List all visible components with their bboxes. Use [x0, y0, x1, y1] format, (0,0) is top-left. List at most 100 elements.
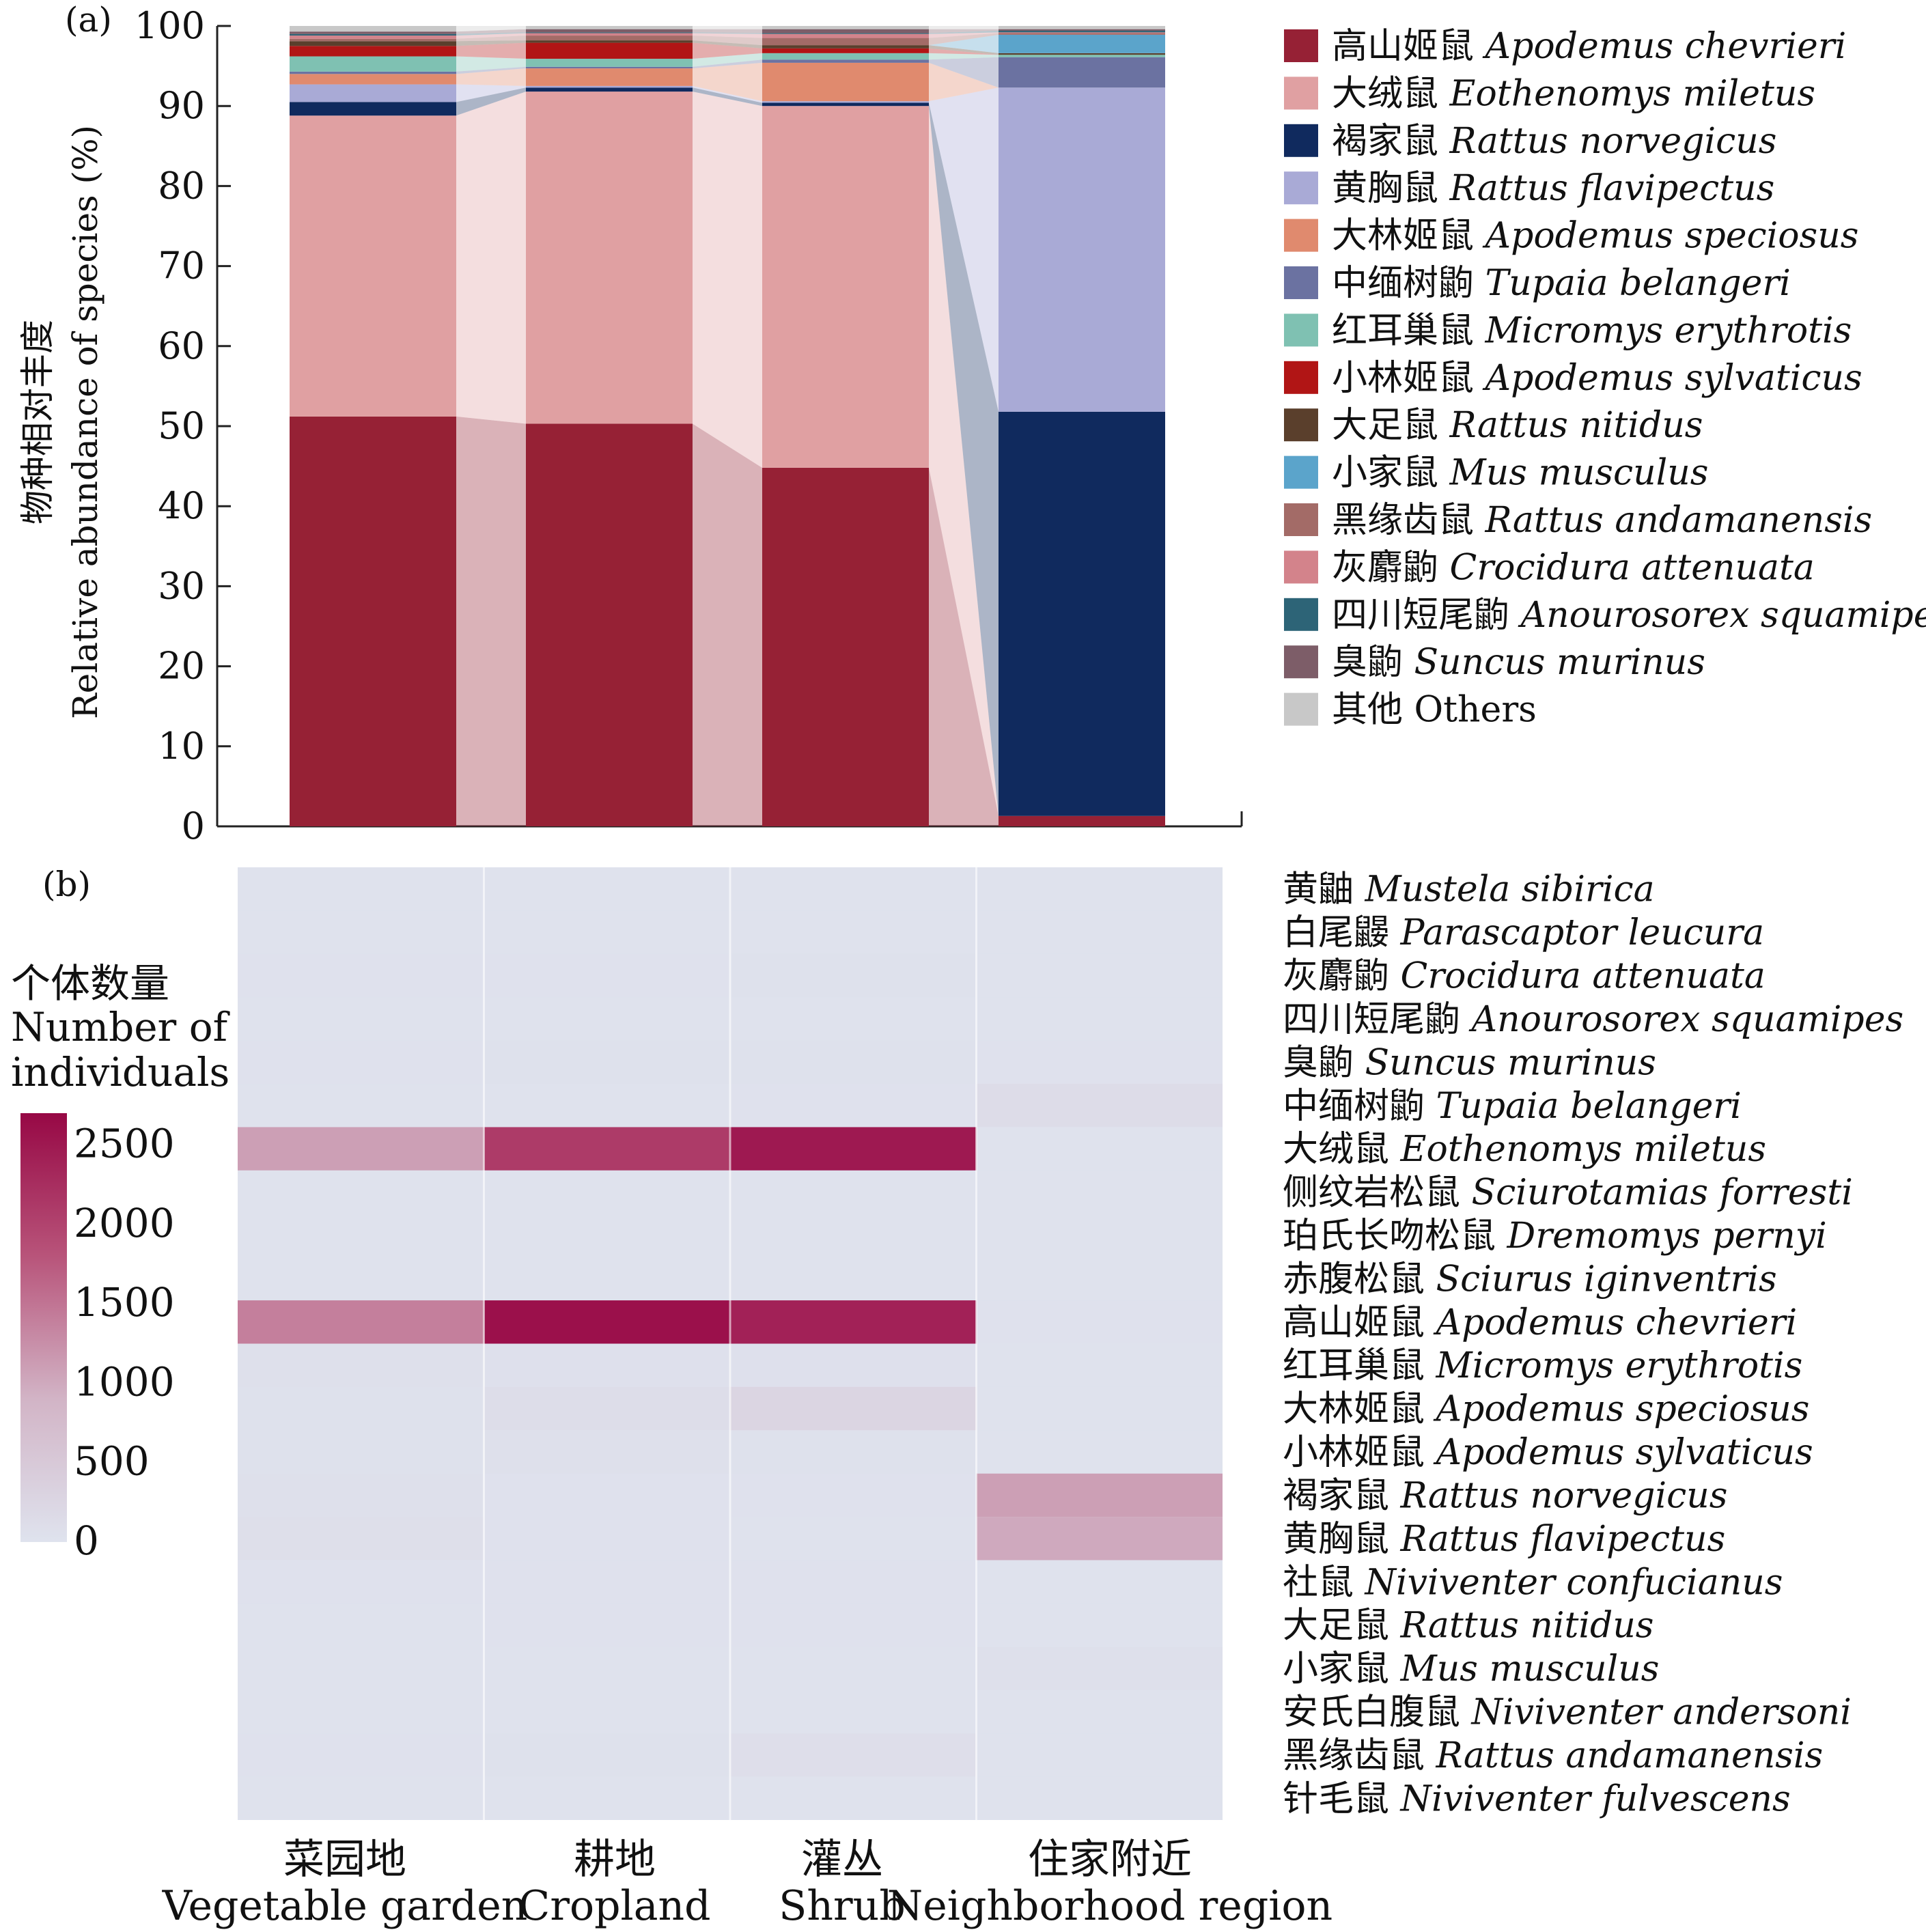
row-label-sci: Apodemus sylvaticus — [1434, 1432, 1813, 1473]
heatmap-row-label: 大林姬鼠 Apodemus speciosus — [1283, 1389, 1809, 1430]
heatmap-cells — [238, 867, 1223, 1820]
legend-cn: 红耳巢鼠 — [1332, 310, 1485, 351]
row-label-sci: Apodemus chevrieri — [1434, 1302, 1798, 1343]
row-label-sci: Apodemus speciosus — [1434, 1389, 1810, 1430]
flow-band — [693, 42, 762, 59]
heatmap-row-label: 灰麝鼩 Crocidura attenuata — [1283, 956, 1766, 997]
heatmap-cell — [976, 953, 1223, 998]
flow-band — [456, 68, 526, 86]
heatmap-row-label: 四川短尾鼩 Anourosorex squamipes — [1283, 999, 1903, 1040]
heatmap-cell — [976, 1603, 1223, 1647]
row-label-sci: Niviventer confucianus — [1364, 1562, 1783, 1603]
heatmap-cell — [484, 1214, 730, 1257]
heatmap-cell — [238, 910, 484, 954]
legend-sci: Rattus andamanensis — [1485, 500, 1873, 541]
heatmap-cell — [238, 1473, 484, 1517]
y-tick-label: 10 — [158, 725, 205, 768]
bar-segment — [290, 74, 456, 85]
heatmap-cell — [484, 1300, 730, 1344]
bar-segment — [999, 32, 1165, 33]
row-label-sci: Rattus flavipectus — [1400, 1519, 1726, 1560]
bar-segment — [290, 416, 456, 826]
flow-band — [456, 26, 526, 32]
y-tick-label: 70 — [158, 244, 205, 288]
heatmap-cell — [238, 1127, 484, 1171]
legend-sci: Crocidura attenuata — [1450, 547, 1815, 588]
bar-segment — [999, 29, 1165, 31]
heatmap-row-label: 针毛鼠 Niviventer fulvescens — [1283, 1778, 1791, 1819]
bar-segment — [999, 26, 1165, 29]
legend-sci: Tupaia belangeri — [1485, 263, 1791, 304]
bar-segment — [526, 59, 693, 67]
legend-swatch — [1284, 598, 1318, 631]
legend-cn: 中缅树鼩 — [1332, 263, 1485, 304]
heatmap-cell — [976, 1343, 1223, 1387]
heatmap-cell — [976, 1430, 1223, 1474]
flow-band — [693, 92, 762, 468]
legend-swatch — [1284, 313, 1318, 347]
bar-segment — [290, 56, 456, 72]
heatmap-cell — [238, 1343, 484, 1387]
bar-segment — [762, 33, 929, 34]
legend-cn: 其他 — [1332, 690, 1414, 731]
bar-segment — [526, 33, 693, 36]
heatmap-cell — [976, 1300, 1223, 1344]
flow-band — [929, 34, 999, 53]
heatmap-cell — [484, 1776, 730, 1820]
y-tick-label: 0 — [182, 804, 205, 848]
heatmap-cell — [238, 1170, 484, 1214]
heatmap-cell — [484, 1430, 730, 1474]
heatmap-cell — [730, 997, 977, 1041]
legend-cn: 大林姬鼠 — [1332, 216, 1485, 257]
legend-entry: 黄胸鼠 Rattus flavipectus — [1332, 168, 1774, 209]
habitat-label-cn: 耕地 — [574, 1836, 656, 1884]
legend-cn: 黄胸鼠 — [1332, 168, 1450, 209]
colorbar-tick-label: 1500 — [74, 1279, 175, 1326]
legend-sci: Suncus murinus — [1414, 642, 1705, 683]
habitat-label-cn: 住家附近 — [1028, 1836, 1192, 1884]
row-label-sci: Mustela sibirica — [1365, 869, 1655, 910]
legend-swatch — [1284, 503, 1318, 536]
heatmap-row-label: 小林姬鼠 Apodemus sylvaticus — [1283, 1432, 1813, 1473]
legend-swatch — [1284, 361, 1318, 394]
row-label-cn: 灰麝鼩 — [1283, 956, 1401, 997]
legend-entry: 高山姬鼠 Apodemus chevrieri — [1332, 26, 1846, 67]
heatmap-cell — [238, 1603, 484, 1647]
row-label-cn: 社鼠 — [1283, 1562, 1365, 1603]
heatmap-cell — [976, 1517, 1223, 1560]
flow-band — [693, 85, 762, 103]
row-label-cn: 小家鼠 — [1283, 1649, 1401, 1690]
heatmap-cell — [730, 910, 977, 954]
legend-entry: 大足鼠 Rattus nitidus — [1332, 405, 1703, 446]
row-label-cn: 红耳巢鼠 — [1283, 1345, 1436, 1386]
row-label-sci: Mus musculus — [1400, 1649, 1660, 1690]
legend-cn: 大足鼠 — [1332, 405, 1450, 446]
heatmap-row-label: 社鼠 Niviventer confucianus — [1283, 1562, 1783, 1603]
row-label-sci: Sciurotamias forresti — [1472, 1173, 1853, 1214]
heatmap-cell — [730, 1560, 977, 1604]
bar-segment — [762, 29, 929, 33]
heatmap-cell — [976, 867, 1223, 911]
legend-swatch — [1284, 645, 1318, 679]
bar-segment — [526, 68, 693, 86]
colorbar-title-cn: 个体数量 — [11, 960, 169, 1007]
legend-swatch — [1284, 219, 1318, 252]
y-tick-label: 40 — [158, 484, 205, 527]
legend-entry: 红耳巢鼠 Micromys erythrotis — [1332, 310, 1852, 351]
heatmap-row-label: 大足鼠 Rattus nitidus — [1283, 1606, 1654, 1647]
flow-band — [456, 33, 526, 39]
flow-band — [929, 29, 999, 33]
heatmap-cell — [976, 1733, 1223, 1777]
heatmap-cell — [730, 1257, 977, 1301]
bar-segment — [290, 33, 456, 36]
bar-segment — [526, 40, 693, 43]
heatmap-row-label: 黄鼬 Mustela sibirica — [1283, 869, 1655, 910]
bar-segment — [526, 42, 693, 59]
heatmap-cell — [976, 1473, 1223, 1517]
bar-segment — [999, 53, 1165, 55]
y-tick-label: 80 — [158, 164, 205, 207]
colorbar-tick-label: 2000 — [74, 1200, 175, 1246]
legend-entry: 褐家鼠 Rattus norvegicus — [1332, 121, 1776, 162]
heatmap-cell — [976, 1257, 1223, 1301]
